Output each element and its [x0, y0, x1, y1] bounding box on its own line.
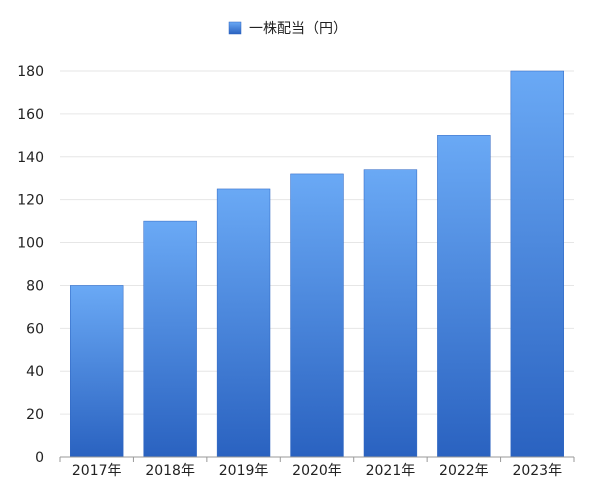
y-tick-label: 100 [17, 236, 44, 252]
y-tick-label: 180 [17, 64, 44, 80]
legend-label: 一株配当（円） [249, 21, 347, 37]
bar-2018年 [143, 220, 197, 458]
legend-swatch [228, 21, 242, 35]
x-tick-label: 2022年 [439, 463, 489, 479]
y-tick-label: 120 [17, 193, 44, 209]
bar-2020年 [290, 173, 344, 458]
y-tick-label: 0 [35, 450, 44, 466]
y-axis-ticks: 0 20 40 60 80 100 120 140 160 180 [17, 64, 44, 466]
legend: 一株配当（円） [228, 21, 347, 37]
x-tick-label: 2021年 [366, 463, 416, 479]
bar-2023年 [510, 70, 564, 458]
y-tick-label: 160 [17, 107, 44, 123]
y-tick-label: 140 [17, 150, 44, 166]
bars [70, 70, 564, 458]
y-tick-label: 60 [26, 321, 44, 337]
x-tick-label: 2023年 [512, 463, 562, 479]
y-tick-label: 80 [26, 278, 44, 294]
y-tick-label: 20 [26, 407, 44, 423]
bar-2022年 [437, 135, 491, 458]
y-tick-label: 40 [26, 364, 44, 380]
bar-2017年 [70, 285, 124, 458]
x-tick-label: 2020年 [292, 463, 342, 479]
x-axis-ticks: 2017年 2018年 2019年 2020年 2021年 2022年 2023年 [59, 457, 575, 479]
x-tick-label: 2018年 [145, 463, 195, 479]
x-tick-label: 2017年 [72, 463, 122, 479]
bar-2021年 [363, 169, 418, 458]
bar-2019年 [216, 188, 271, 458]
x-tick-label: 2019年 [219, 463, 269, 479]
